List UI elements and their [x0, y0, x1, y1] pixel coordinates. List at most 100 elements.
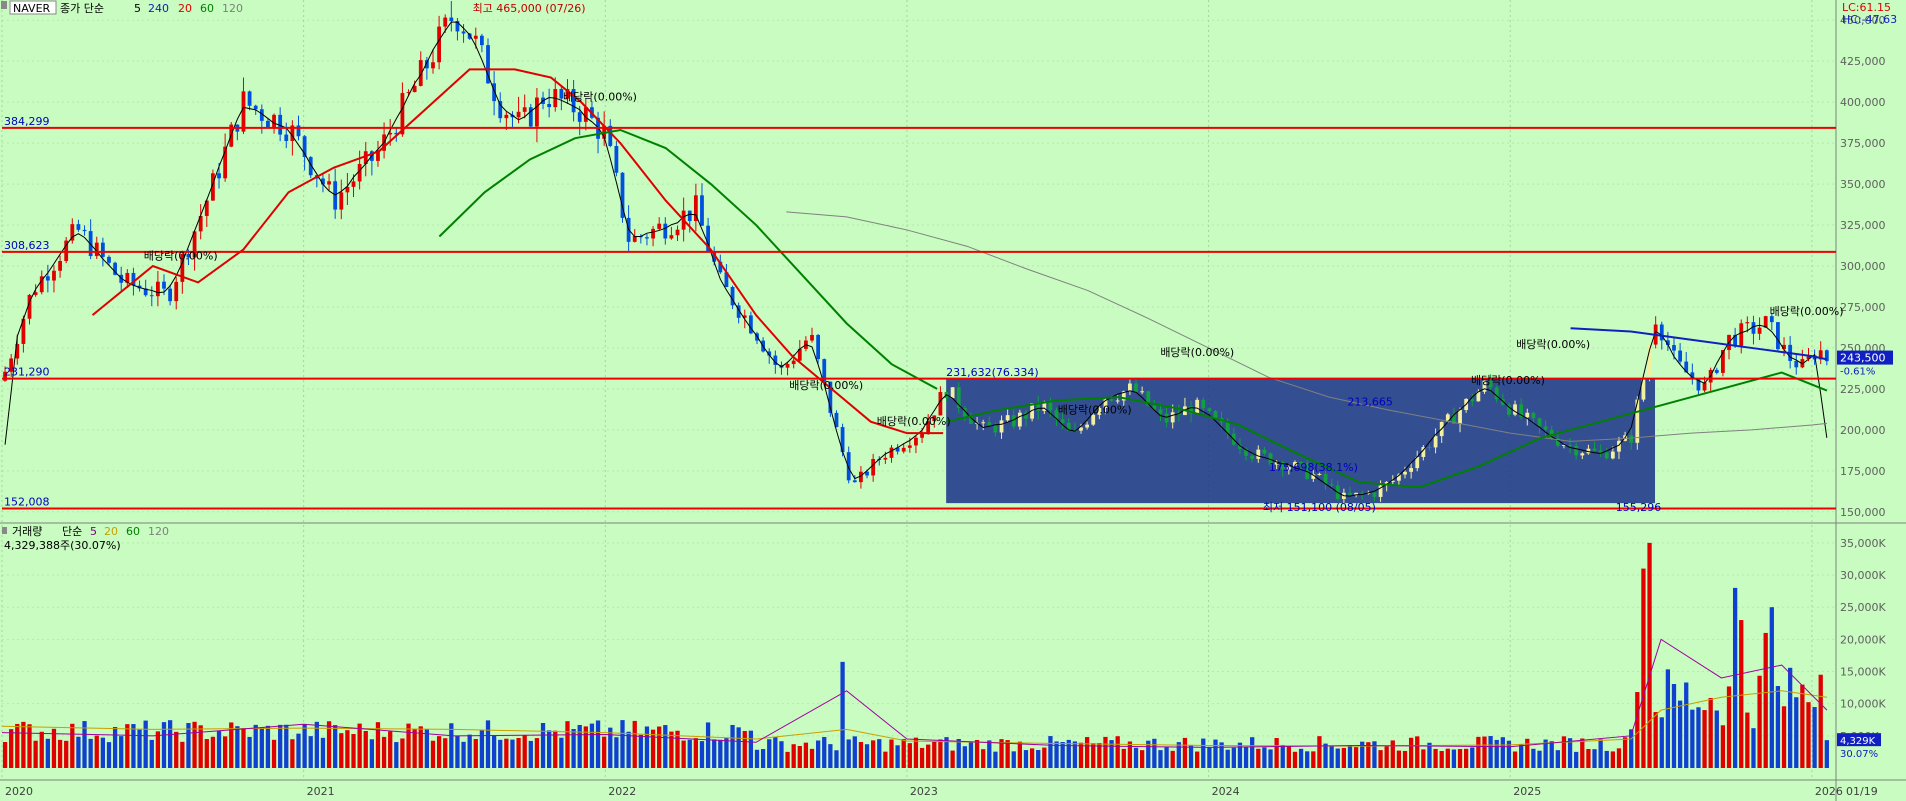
volume-bar: [461, 741, 466, 768]
volume-bar: [1494, 739, 1499, 768]
volume-bar: [449, 723, 454, 768]
volume-legend[interactable]: 거래량 단순 5 20 60 120 4,329,388주(30.07%): [2, 525, 169, 552]
volume-bar: [907, 743, 912, 768]
candle-body: [253, 105, 258, 110]
candle-body: [437, 26, 441, 63]
legend-ma-period[interactable]: 20: [178, 2, 192, 15]
volume-bar: [1176, 742, 1181, 768]
volume-bar: [663, 725, 668, 768]
volume-bar: [1470, 747, 1475, 768]
candle-body: [1488, 380, 1493, 388]
candle-body: [1555, 438, 1560, 446]
volume-bar: [1592, 749, 1597, 768]
candle-body: [1354, 492, 1358, 496]
candle-body: [455, 21, 460, 32]
volume-bar: [1408, 737, 1414, 768]
volume-bar: [919, 747, 925, 768]
candle-body: [180, 254, 185, 282]
volume-bar: [1323, 743, 1328, 768]
candle-body: [1170, 412, 1175, 423]
volume-series-label: 거래량: [12, 525, 42, 538]
volume-bar: [106, 742, 112, 768]
candle-body: [1513, 404, 1517, 415]
volume-bar: [1072, 741, 1078, 768]
candle-body: [1317, 473, 1322, 475]
volume-bar: [846, 739, 851, 768]
volume-bar: [522, 735, 527, 768]
volume-bar: [1060, 742, 1065, 768]
candle-body: [492, 83, 497, 102]
consolidation-box[interactable]: [946, 378, 1656, 504]
candle-body: [1494, 387, 1499, 400]
candle-body: [1286, 466, 1291, 470]
candle-body: [1580, 453, 1585, 456]
candle-body: [1794, 360, 1799, 368]
candle-body: [999, 420, 1004, 433]
volume-bar: [1445, 748, 1450, 768]
lc-readout: LC:61.15: [1842, 1, 1891, 14]
last-volume-label: 4,329K: [1840, 736, 1876, 747]
candle-body: [1824, 350, 1829, 362]
legend-ma-period[interactable]: 60: [200, 2, 214, 15]
candle-body: [1665, 340, 1670, 346]
volume-bar: [161, 722, 167, 768]
volume-bar: [1415, 736, 1420, 768]
last-volume-tag: [1837, 733, 1881, 747]
volume-bar: [363, 731, 368, 768]
candle-body: [443, 17, 448, 27]
volume-bar: [614, 737, 619, 768]
legend-ma-period[interactable]: 5: [90, 525, 97, 538]
candle-body: [192, 231, 197, 258]
volume-bar: [1286, 745, 1291, 768]
candle-body: [100, 242, 105, 257]
volume-bar: [1769, 607, 1774, 768]
legend-ma-period[interactable]: 60: [126, 525, 140, 538]
candle-body: [577, 112, 582, 122]
candle-body: [669, 235, 674, 239]
candle-body: [840, 427, 845, 453]
candle-body: [1103, 399, 1108, 408]
volume-last-value: 4,329,388주(30.07%): [4, 539, 121, 552]
symbol-box[interactable]: [9, 0, 57, 15]
candle-body: [1121, 391, 1126, 401]
volume-bar: [1360, 741, 1365, 768]
volume-bar: [1390, 740, 1395, 768]
volume-bar: [375, 722, 381, 768]
candle-body: [33, 292, 38, 295]
price-legend[interactable]: NAVER 종가 단순 5 240 20 60 120: [1, 0, 243, 15]
x-tick-label: 2022: [608, 785, 636, 798]
volume-bar: [186, 723, 191, 768]
candle-body: [1311, 474, 1316, 479]
chart-annotation: 배당락(0.00%): [1471, 374, 1545, 387]
legend-ma-period[interactable]: 5: [134, 2, 141, 15]
volume-bar: [932, 741, 937, 768]
volume-bar: [412, 728, 417, 768]
volume-bar: [1421, 749, 1426, 768]
volume-bar: [583, 726, 588, 768]
candle-body: [932, 415, 937, 422]
level-label: 384,299: [4, 115, 50, 128]
volume-bar: [1580, 738, 1585, 768]
legend-ma-period[interactable]: 240: [148, 2, 169, 15]
volume-bar: [1586, 749, 1591, 768]
volume-bar: [137, 729, 142, 768]
candle-body: [1299, 461, 1303, 464]
candle-body: [1672, 345, 1676, 351]
legend-ma-period[interactable]: 120: [222, 2, 243, 15]
candle-body: [143, 288, 148, 296]
candle-body: [1696, 378, 1701, 391]
legend-ma-period[interactable]: 120: [148, 525, 169, 538]
volume-ma-5-line: [1, 638, 1828, 748]
candle-body: [993, 425, 998, 433]
volume-bar: [1243, 746, 1249, 768]
candle-body: [1800, 359, 1805, 368]
volume-bar: [956, 739, 961, 768]
candle-body: [797, 348, 802, 361]
candle-body: [1054, 410, 1059, 420]
legend-ma-period[interactable]: 20: [104, 525, 118, 538]
volume-bar: [681, 740, 686, 768]
candle-body: [1201, 399, 1206, 409]
candle-body: [1678, 350, 1683, 362]
candle-body: [1066, 422, 1071, 431]
